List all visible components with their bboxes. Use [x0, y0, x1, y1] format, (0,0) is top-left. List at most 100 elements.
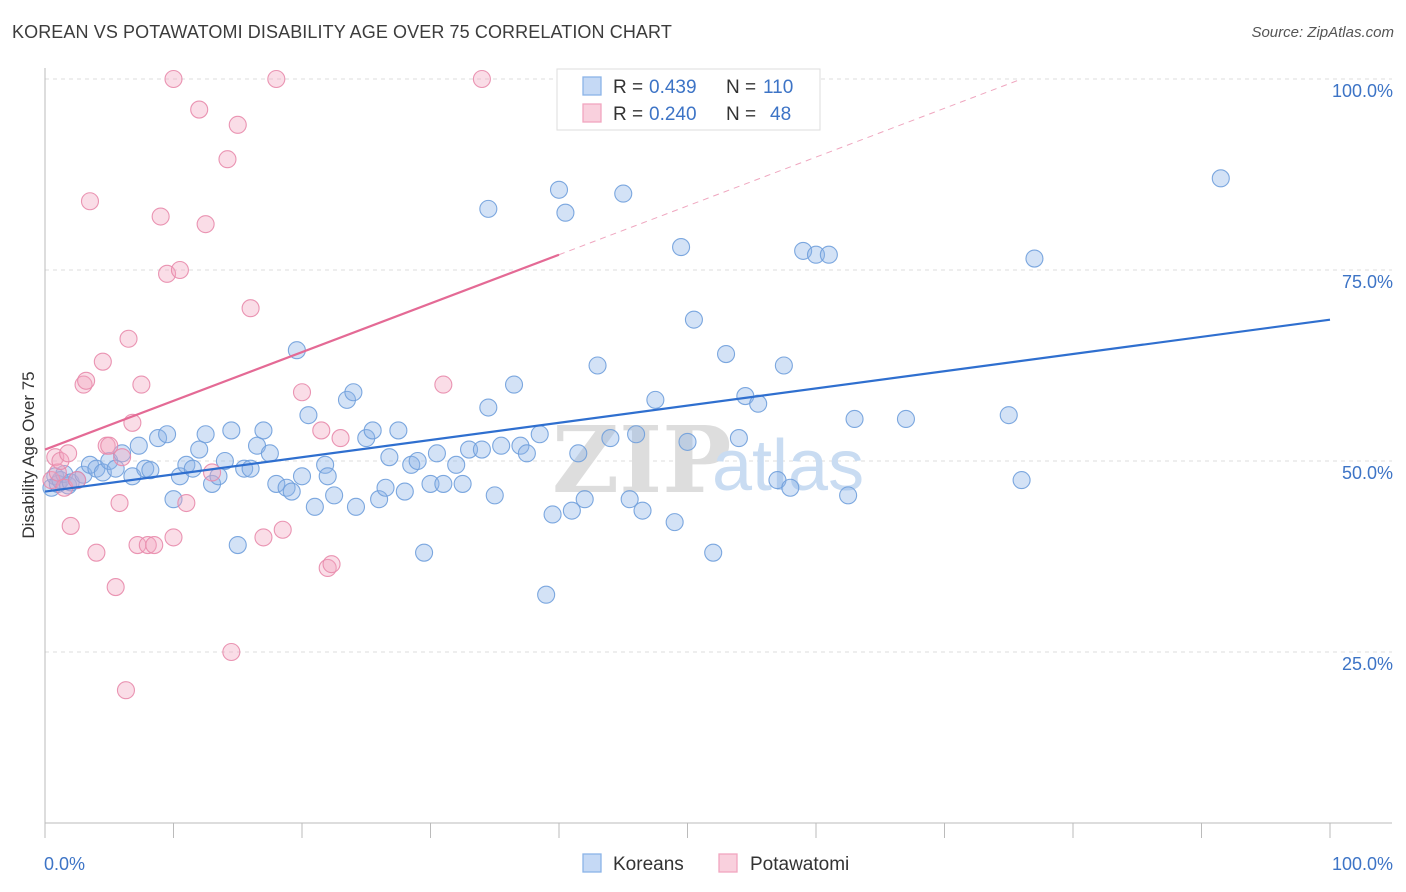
point-koreans — [845, 409, 864, 429]
legend-r-label-potawatomi: R = — [613, 104, 643, 125]
bottom-legend-label-koreans: Koreans — [613, 854, 684, 875]
point-koreans — [543, 505, 562, 524]
point-potawatomi — [222, 642, 241, 662]
point-potawatomi — [87, 543, 106, 562]
legend-n-label-potawatomi: N = — [726, 104, 756, 125]
point-koreans — [716, 344, 736, 364]
point-potawatomi — [434, 375, 453, 394]
y-tick-labels: 25.0% 50.0% 75.0% 100.0% — [1332, 81, 1393, 674]
point-koreans — [537, 585, 556, 604]
point-potawatomi — [292, 383, 312, 402]
point-koreans — [337, 390, 357, 409]
point-koreans — [380, 448, 399, 467]
watermark: ZIP atlas — [552, 406, 864, 514]
point-koreans — [305, 497, 324, 516]
point-potawatomi — [190, 100, 209, 119]
point-potawatomi — [59, 444, 78, 463]
point-potawatomi — [48, 463, 67, 482]
point-koreans — [530, 425, 549, 444]
point-potawatomi — [322, 555, 341, 574]
point-koreans — [292, 467, 312, 486]
point-potawatomi — [151, 207, 170, 226]
point-koreans — [549, 180, 569, 199]
point-koreans — [492, 436, 511, 455]
gridlines — [45, 78, 1392, 653]
point-koreans — [569, 444, 588, 463]
bottom-legend-label-potawatomi: Potawatomi — [750, 854, 849, 875]
point-koreans — [434, 474, 453, 493]
point-koreans — [504, 375, 524, 394]
point-koreans — [1025, 249, 1044, 268]
point-koreans — [299, 406, 318, 425]
point-koreans — [427, 444, 446, 463]
point-koreans — [774, 356, 793, 375]
point-potawatomi — [119, 329, 138, 348]
point-potawatomi — [177, 493, 196, 513]
point-potawatomi — [196, 215, 215, 234]
point-koreans — [190, 440, 209, 459]
point-koreans — [614, 184, 633, 203]
point-koreans — [781, 478, 800, 497]
point-koreans — [158, 425, 177, 444]
axes — [44, 68, 1392, 838]
point-potawatomi — [106, 578, 125, 597]
point-koreans — [149, 429, 168, 448]
bottom-legend-swatch-potawatomi — [718, 853, 738, 873]
point-potawatomi — [203, 463, 222, 482]
point-koreans — [562, 501, 581, 520]
point-potawatomi — [331, 429, 350, 448]
point-koreans — [665, 513, 684, 532]
point-potawatomi — [100, 436, 119, 455]
point-koreans — [485, 486, 504, 505]
point-koreans — [228, 535, 247, 555]
point-koreans — [453, 474, 472, 493]
x-tick-label: 100.0% — [1332, 854, 1393, 874]
y-axis-label: Disability Age Over 75 — [19, 371, 38, 538]
point-potawatomi — [68, 471, 87, 490]
point-koreans — [601, 429, 620, 448]
point-koreans — [511, 436, 530, 455]
point-koreans — [316, 455, 335, 474]
point-potawatomi — [116, 681, 136, 700]
point-potawatomi — [145, 535, 164, 555]
point-potawatomi — [132, 375, 151, 394]
point-koreans — [267, 474, 286, 493]
point-koreans — [575, 490, 594, 509]
point-koreans — [282, 482, 301, 501]
point-koreans — [627, 425, 646, 444]
point-koreans — [684, 310, 703, 329]
point-koreans — [376, 478, 395, 497]
point-potawatomi — [51, 451, 70, 471]
trend-line-koreans — [44, 318, 1331, 493]
point-koreans — [421, 474, 440, 493]
point-potawatomi — [312, 421, 331, 440]
point-koreans — [806, 245, 826, 264]
point-potawatomi — [267, 69, 286, 89]
x-tick-labels: 0.0% 100.0% — [44, 854, 1393, 874]
y-tick-label: 25.0% — [1342, 654, 1393, 674]
point-koreans — [363, 421, 382, 440]
point-koreans — [819, 245, 838, 264]
point-koreans — [556, 203, 575, 222]
watermark-atlas: atlas — [712, 426, 864, 506]
point-koreans — [254, 421, 273, 440]
point-koreans — [633, 501, 652, 520]
legend-n-value-potawatomi: 48 — [770, 104, 791, 125]
point-potawatomi — [61, 516, 80, 535]
point-koreans — [183, 459, 202, 478]
point-koreans — [678, 432, 697, 451]
chart-source: Source: ZipAtlas.com — [1251, 24, 1394, 41]
point-potawatomi — [472, 69, 491, 89]
watermark-zip: ZIP — [552, 406, 731, 514]
point-koreans — [215, 451, 234, 471]
point-potawatomi — [170, 260, 189, 280]
point-koreans — [346, 497, 366, 516]
point-potawatomi — [164, 528, 183, 547]
point-potawatomi — [110, 493, 129, 513]
point-koreans — [325, 486, 344, 505]
point-koreans — [408, 451, 427, 471]
point-koreans — [370, 490, 389, 509]
point-koreans — [704, 543, 723, 562]
point-koreans — [999, 406, 1018, 425]
